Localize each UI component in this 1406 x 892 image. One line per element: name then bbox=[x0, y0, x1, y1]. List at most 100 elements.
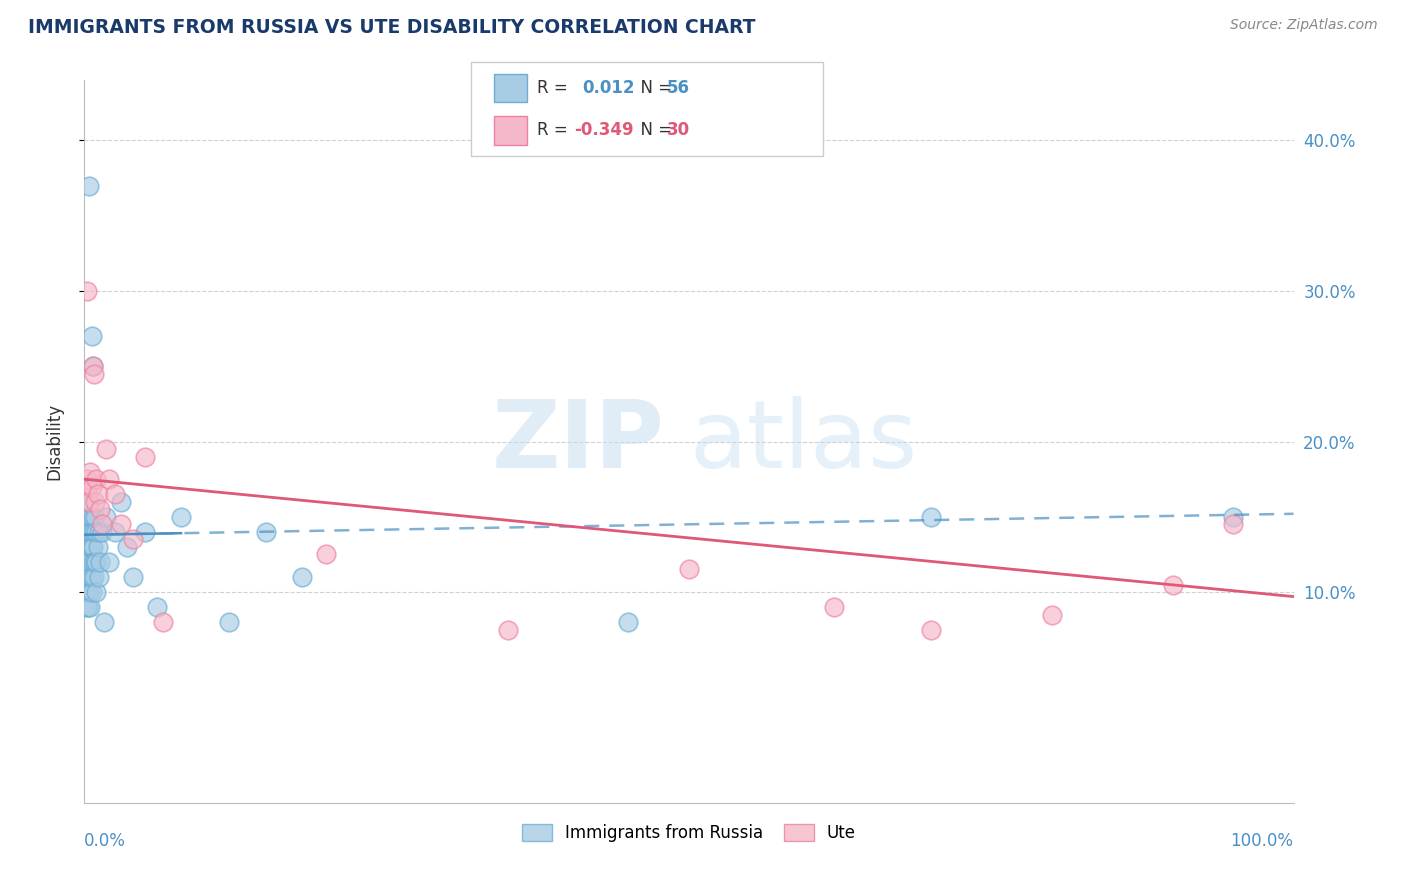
Text: N =: N = bbox=[630, 79, 678, 97]
Point bbox=[77, 600, 100, 615]
Point bbox=[110, 517, 132, 532]
Point bbox=[84, 555, 107, 569]
Point bbox=[79, 540, 101, 554]
Point bbox=[80, 540, 103, 554]
Point bbox=[93, 615, 115, 630]
Point bbox=[77, 585, 100, 599]
Point bbox=[152, 615, 174, 630]
Point bbox=[617, 615, 640, 630]
Point bbox=[920, 623, 942, 637]
Point bbox=[76, 600, 98, 615]
Point bbox=[315, 548, 337, 562]
Text: 0.012: 0.012 bbox=[582, 79, 634, 97]
Point bbox=[86, 585, 108, 599]
Point bbox=[77, 524, 100, 539]
Point bbox=[80, 480, 103, 494]
Point bbox=[76, 284, 98, 298]
Point bbox=[121, 570, 143, 584]
Point bbox=[79, 509, 101, 524]
Point bbox=[1040, 607, 1063, 622]
Point bbox=[83, 570, 105, 584]
Point bbox=[75, 555, 97, 569]
Point bbox=[77, 509, 100, 524]
Point bbox=[94, 442, 117, 456]
Point bbox=[77, 494, 100, 508]
Point bbox=[76, 570, 98, 584]
Point bbox=[86, 472, 108, 486]
Point bbox=[79, 465, 101, 479]
Point bbox=[496, 623, 519, 637]
Text: Source: ZipAtlas.com: Source: ZipAtlas.com bbox=[1230, 18, 1378, 32]
Point bbox=[75, 480, 97, 494]
Text: 100.0%: 100.0% bbox=[1230, 831, 1294, 850]
Text: 30: 30 bbox=[666, 121, 689, 139]
Text: 56: 56 bbox=[666, 79, 689, 97]
Point bbox=[94, 509, 117, 524]
Point bbox=[86, 487, 108, 501]
Point bbox=[823, 600, 845, 615]
Point bbox=[77, 555, 100, 569]
Point bbox=[86, 540, 108, 554]
Point bbox=[86, 555, 108, 569]
Point bbox=[170, 509, 193, 524]
Point bbox=[91, 517, 114, 532]
Point bbox=[80, 524, 103, 539]
Text: IMMIGRANTS FROM RUSSIA VS UTE DISABILITY CORRELATION CHART: IMMIGRANTS FROM RUSSIA VS UTE DISABILITY… bbox=[28, 18, 755, 37]
Point bbox=[82, 359, 104, 374]
Text: ZIP: ZIP bbox=[492, 395, 665, 488]
Point bbox=[86, 524, 108, 539]
Point bbox=[134, 450, 156, 464]
Point bbox=[254, 524, 277, 539]
Point bbox=[1222, 509, 1244, 524]
Point bbox=[83, 524, 105, 539]
Point bbox=[87, 524, 110, 539]
Point bbox=[75, 585, 97, 599]
Point bbox=[104, 524, 127, 539]
Point bbox=[121, 533, 143, 547]
Point bbox=[80, 570, 103, 584]
Point bbox=[76, 472, 98, 486]
Text: R =: R = bbox=[537, 79, 578, 97]
Point bbox=[77, 494, 100, 508]
Point bbox=[97, 472, 120, 486]
Point bbox=[82, 359, 104, 374]
Point bbox=[678, 562, 700, 576]
Point bbox=[79, 600, 101, 615]
Point bbox=[1161, 577, 1184, 591]
Point bbox=[79, 524, 101, 539]
Point bbox=[134, 524, 156, 539]
Point bbox=[110, 494, 132, 508]
Point bbox=[920, 509, 942, 524]
Point bbox=[89, 502, 111, 516]
Point bbox=[97, 555, 120, 569]
Point bbox=[89, 555, 111, 569]
Legend: Immigrants from Russia, Ute: Immigrants from Russia, Ute bbox=[516, 817, 862, 848]
Text: N =: N = bbox=[630, 121, 678, 139]
Point bbox=[77, 555, 100, 569]
Point bbox=[80, 329, 103, 343]
Point bbox=[146, 600, 169, 615]
Point bbox=[82, 555, 104, 569]
Point bbox=[82, 540, 104, 554]
Point bbox=[82, 509, 104, 524]
Point bbox=[83, 367, 105, 381]
Text: atlas: atlas bbox=[689, 395, 917, 488]
Point bbox=[80, 585, 103, 599]
Point bbox=[87, 570, 110, 584]
Point bbox=[77, 480, 100, 494]
Point bbox=[75, 524, 97, 539]
Y-axis label: Disability: Disability bbox=[45, 403, 63, 480]
Point bbox=[104, 487, 127, 501]
Point bbox=[91, 524, 114, 539]
Point bbox=[291, 570, 314, 584]
Point bbox=[77, 570, 100, 584]
Point bbox=[76, 540, 98, 554]
Point bbox=[77, 524, 100, 539]
Point bbox=[79, 570, 101, 584]
Point bbox=[84, 494, 107, 508]
Point bbox=[115, 540, 138, 554]
Point bbox=[76, 555, 98, 569]
Text: -0.349: -0.349 bbox=[574, 121, 633, 139]
Text: R =: R = bbox=[537, 121, 574, 139]
Point bbox=[218, 615, 240, 630]
